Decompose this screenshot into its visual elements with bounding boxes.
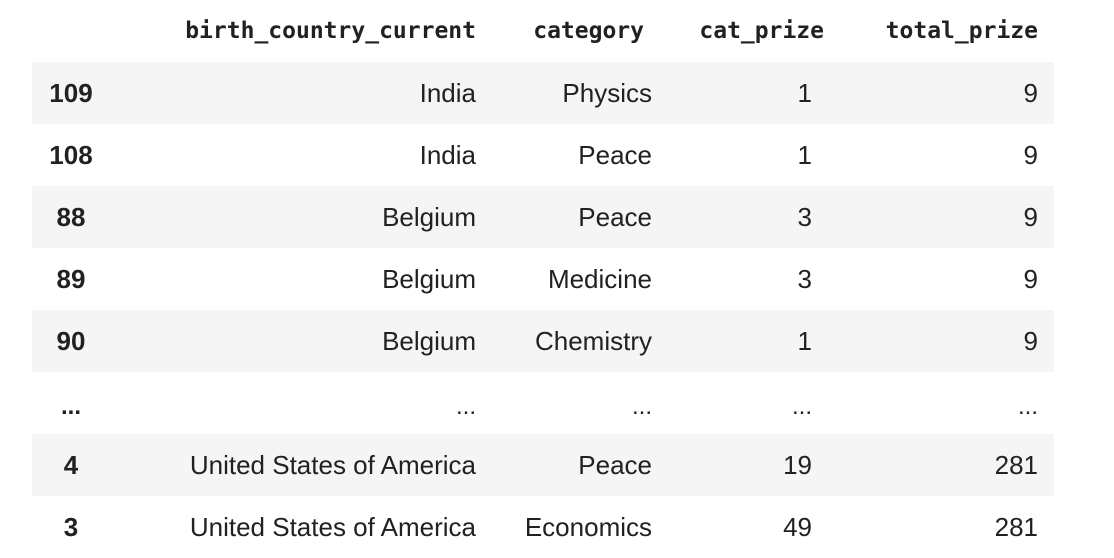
dataframe-output: birth_country_current category cat_prize… bbox=[32, 0, 1054, 558]
table-row: 4 United States of America Peace 19 281 bbox=[32, 434, 1054, 496]
row-index: 88 bbox=[56, 201, 86, 232]
cell-birth-country-current: India bbox=[419, 139, 476, 170]
cell-total-prize: 9 bbox=[1023, 77, 1038, 108]
cell-birth-country-current: Belgium bbox=[382, 201, 476, 232]
table-row: 90 Belgium Chemistry 1 9 bbox=[32, 310, 1054, 372]
cell-birth-country-current: India bbox=[419, 77, 476, 108]
table-body: 109 India Physics 1 9 108 India Peace 1 … bbox=[32, 62, 1054, 558]
table-row: 3 United States of America Economics 49 … bbox=[32, 496, 1054, 558]
cell-cat-prize: 49 bbox=[783, 511, 812, 542]
cell-category: Medicine bbox=[547, 263, 652, 294]
cell-total-prize: ... bbox=[1017, 393, 1038, 420]
cell-category: Economics bbox=[524, 511, 652, 542]
cell-category: Peace bbox=[578, 201, 652, 232]
table-row: 108 India Peace 1 9 bbox=[32, 124, 1054, 186]
cell-total-prize: 9 bbox=[1023, 201, 1038, 232]
row-index: 89 bbox=[56, 263, 86, 294]
cell-cat-prize: 1 bbox=[797, 77, 812, 108]
cell-cat-prize: 19 bbox=[783, 449, 812, 480]
column-header-total-prize: total_prize bbox=[885, 18, 1038, 44]
table-row: 89 Belgium Medicine 3 9 bbox=[32, 248, 1054, 310]
cell-birth-country-current: United States of America bbox=[189, 449, 476, 480]
cell-category: Chemistry bbox=[534, 325, 652, 356]
cell-birth-country-current: United States of America bbox=[189, 511, 476, 542]
cell-category: Peace bbox=[578, 139, 652, 170]
cell-cat-prize: 3 bbox=[797, 201, 812, 232]
cell-total-prize: 281 bbox=[994, 449, 1038, 480]
cell-cat-prize: ... bbox=[791, 393, 812, 420]
cell-total-prize: 281 bbox=[994, 511, 1038, 542]
cell-cat-prize: 1 bbox=[797, 139, 812, 170]
cell-total-prize: 9 bbox=[1023, 139, 1038, 170]
dataframe-table: birth_country_current category cat_prize… bbox=[32, 0, 1054, 558]
table-row: 109 India Physics 1 9 bbox=[32, 62, 1054, 124]
row-index: 109 bbox=[49, 77, 93, 108]
cell-total-prize: 9 bbox=[1023, 263, 1038, 294]
table-row: 88 Belgium Peace 3 9 bbox=[32, 186, 1054, 248]
table-header: birth_country_current category cat_prize… bbox=[32, 0, 1054, 62]
index-column-header bbox=[32, 0, 110, 62]
ellipsis-row: ... ... ... ... ... bbox=[32, 372, 1054, 434]
cell-total-prize: 9 bbox=[1023, 325, 1038, 356]
row-index: 4 bbox=[63, 449, 79, 480]
cell-cat-prize: 3 bbox=[797, 263, 812, 294]
cell-category: Peace bbox=[578, 449, 652, 480]
row-index: ... bbox=[60, 393, 81, 420]
cell-birth-country-current: Belgium bbox=[382, 263, 476, 294]
cell-birth-country-current: Belgium bbox=[382, 325, 476, 356]
header-row: birth_country_current category cat_prize… bbox=[32, 0, 1054, 62]
cell-birth-country-current: ... bbox=[455, 393, 476, 420]
cell-category: ... bbox=[631, 393, 652, 420]
cell-category: Physics bbox=[562, 77, 652, 108]
row-index: 3 bbox=[63, 511, 79, 542]
column-header-birth-country-current: birth_country_current bbox=[185, 18, 476, 44]
column-header-cat-prize: cat_prize bbox=[699, 18, 824, 44]
row-index: 90 bbox=[56, 325, 86, 356]
cell-cat-prize: 1 bbox=[797, 325, 812, 356]
row-index: 108 bbox=[49, 139, 93, 170]
column-header-category: category bbox=[533, 18, 644, 44]
